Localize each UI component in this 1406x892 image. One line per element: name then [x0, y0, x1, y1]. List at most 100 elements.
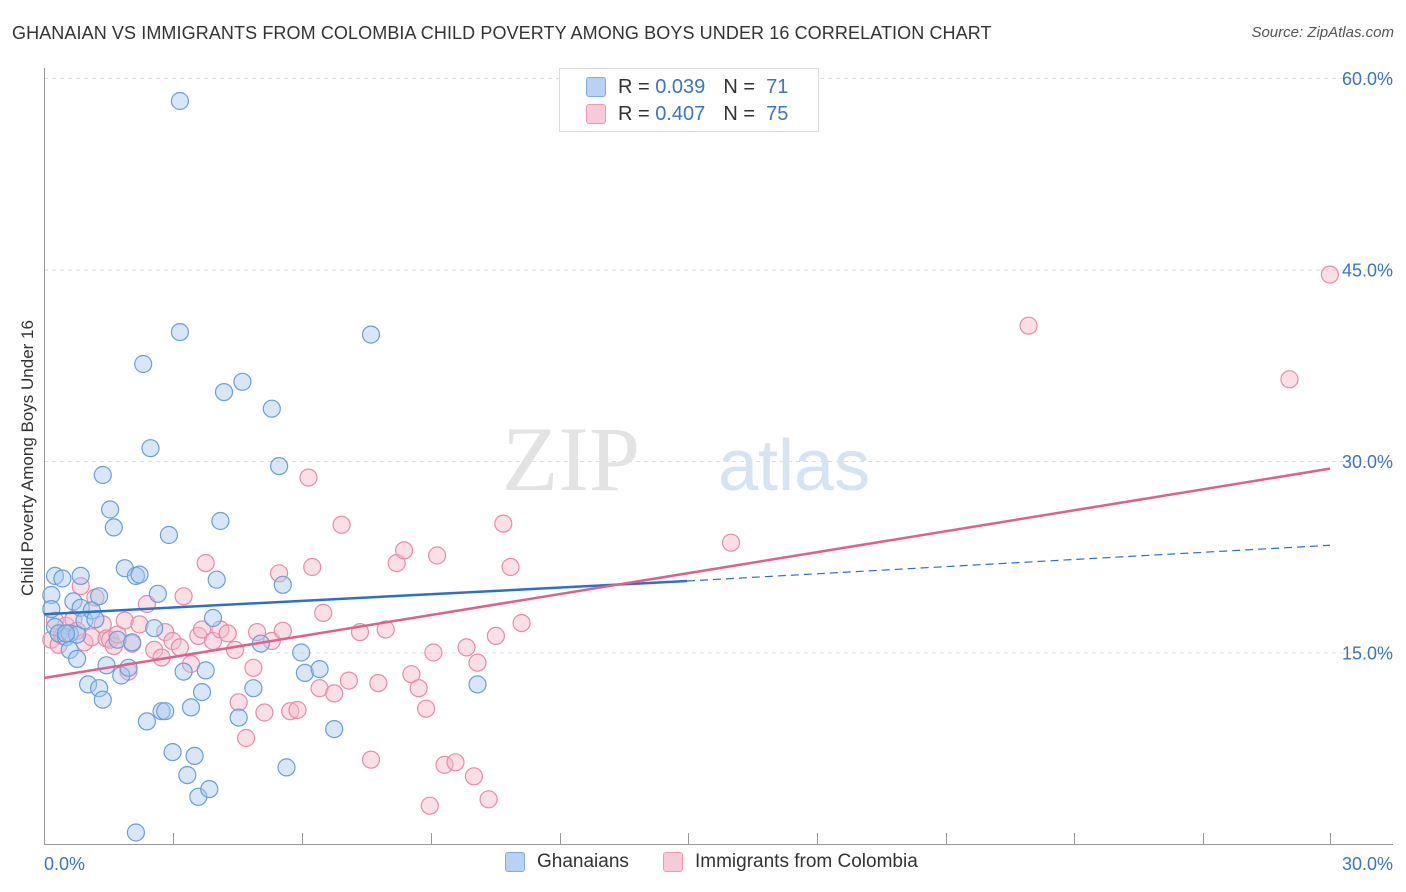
- y-tick-label-60: 60.0%: [1342, 69, 1393, 89]
- watermark-zip: ZIP: [502, 408, 640, 510]
- ghanaians-point-24: [112, 666, 131, 685]
- bottom-legend-label-colombia: Immigrants from Colombia: [695, 851, 918, 872]
- colombia-point-74: [1320, 265, 1340, 284]
- colombia-point-55: [376, 620, 395, 639]
- colombia-point-48: [314, 603, 333, 623]
- ghanaians-point-39: [170, 323, 189, 342]
- trendline-ghanaians-extension: [686, 544, 1331, 582]
- ghanaians-point-63: [310, 659, 329, 679]
- ghanaians-point-27: [123, 633, 142, 652]
- watermark-atlas: atlas: [718, 426, 870, 506]
- colombia-point-49: [325, 684, 344, 703]
- colombia-point-30: [196, 553, 215, 573]
- ghanaians-point-17: [89, 679, 109, 698]
- series-immigrants-from-colombia-points: [42, 265, 1340, 815]
- colombia-point-29: [192, 620, 212, 639]
- colombia-point-53: [361, 750, 381, 769]
- colombia-point-72: [512, 613, 531, 633]
- colombia-point-67: [468, 653, 487, 672]
- ghanaians-point-65: [361, 325, 381, 344]
- legend-r-value: 0.039: [655, 75, 706, 98]
- x-tick-label-min: 0.0%: [44, 854, 85, 874]
- ghanaians-point-31: [137, 712, 156, 731]
- bottom-legend-colombia: Immigrants from Colombia: [663, 851, 918, 873]
- colombia-point-33: [218, 624, 237, 643]
- ghanaians-point-42: [181, 698, 201, 717]
- axes: [44, 68, 1393, 845]
- legend-r-label: R =: [618, 75, 650, 98]
- ghanaians-point-43: [185, 746, 204, 766]
- ghanaians-point-20: [100, 500, 120, 519]
- y-axis-label: Child Poverty Among Boys Under 16: [18, 320, 37, 596]
- legend-r-label: R =: [618, 102, 650, 125]
- colombia-point-36: [237, 728, 256, 748]
- chart-title: GHANAIAN VS IMMIGRANTS FROM COLOMBIA CHI…: [12, 23, 992, 43]
- colombia-point-59: [409, 679, 428, 698]
- ghanaians-point-29: [130, 565, 149, 584]
- watermark: ZIP atlas: [502, 408, 870, 510]
- bottom-legend-label-ghanaians: Ghanaians: [537, 851, 629, 872]
- legend-swatch-pink: [586, 104, 606, 124]
- ghanaians-point-62: [295, 663, 314, 683]
- ghanaians-point-26: [119, 658, 138, 677]
- y-tick-label-45: 45.0%: [1342, 261, 1393, 281]
- series-ghanaians-points: [42, 91, 487, 842]
- legend-row-ghanaians: R = 0.039 N = 71: [586, 75, 788, 99]
- colombia-point-65: [457, 638, 476, 657]
- colombia-point-44: [288, 700, 307, 720]
- ghanaians-point-57: [262, 399, 281, 418]
- ghanaians-point-47: [200, 779, 219, 799]
- colombia-point-78: [420, 796, 439, 815]
- legend-row-colombia: R = 0.407 N = 75: [586, 102, 788, 126]
- colombia-point-75: [1019, 316, 1038, 335]
- colombia-point-25: [170, 638, 189, 657]
- ghanaians-point-16: [89, 587, 109, 606]
- ghanaians-point-18: [93, 690, 112, 709]
- y-tick-labels: 15.0% 30.0% 45.0% 60.0%: [1342, 69, 1393, 664]
- colombia-point-57: [395, 541, 414, 560]
- ghanaians-point-40: [174, 662, 193, 681]
- ghanaians-point-64: [325, 719, 344, 739]
- ghanaians-point-14: [78, 675, 98, 694]
- trendline-colombia: [43, 467, 1331, 680]
- ghanaians-point-8: [64, 592, 83, 611]
- y-tick-label-30: 30.0%: [1342, 452, 1393, 472]
- colombia-point-71: [501, 557, 520, 577]
- ghanaians-point-38: [163, 742, 182, 762]
- ghanaians-point-23: [108, 630, 127, 649]
- ghanaians-point-54: [233, 372, 252, 391]
- ghanaians-point-52: [170, 91, 189, 111]
- colombia-point-39: [255, 703, 274, 722]
- colombia-point-60: [417, 699, 436, 718]
- colombia-point-24: [163, 631, 182, 651]
- legend-r-value: 0.407: [655, 102, 706, 125]
- ghanaians-point-10: [67, 649, 87, 669]
- x-tick-label-max: 30.0%: [1342, 854, 1393, 874]
- legend-n-value: 71: [766, 75, 789, 98]
- ghanaians-point-32: [141, 439, 160, 458]
- trendlines: [43, 467, 1331, 680]
- ghanaians-point-46: [196, 661, 215, 680]
- ghanaians-point-0: [45, 566, 65, 586]
- colombia-point-35: [229, 693, 248, 712]
- ghanaians-point-55: [244, 679, 263, 698]
- ghanaians-point-30: [134, 354, 153, 374]
- colombia-point-70: [494, 514, 513, 533]
- y-tick-label-15: 15.0%: [1342, 644, 1393, 664]
- colombia-point-46: [303, 557, 322, 577]
- legend-n-label: N =: [723, 102, 755, 125]
- colombia-point-61: [424, 643, 443, 662]
- ghanaians-point-49: [207, 570, 226, 589]
- colombia-point-43: [281, 702, 300, 721]
- ghanaians-point-34: [148, 584, 167, 603]
- ghanaians-point-33: [145, 619, 164, 638]
- ghanaians-point-51: [214, 383, 234, 402]
- colombia-point-64: [446, 753, 465, 772]
- colombia-point-63: [435, 755, 454, 774]
- colombia-point-16: [115, 611, 134, 630]
- colombia-point-38: [248, 622, 267, 642]
- ghanaians-point-48: [203, 608, 223, 628]
- ghanaians-point-53: [229, 708, 248, 727]
- colombia-point-15: [108, 625, 127, 644]
